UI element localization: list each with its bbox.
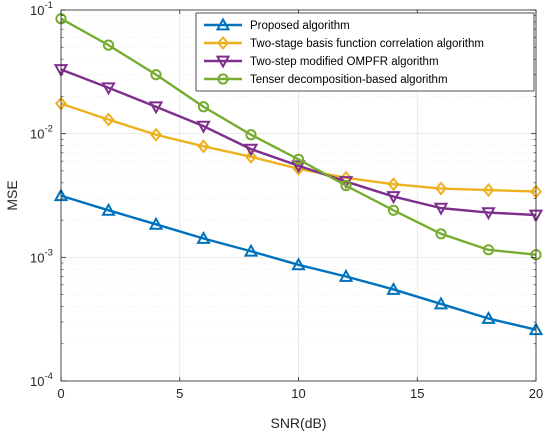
y-tick-exponent: -2 [44,124,52,135]
data-point [435,181,447,196]
legend-label: Tenser decomposition-based algorithm [250,74,448,86]
legend-label: Two-step modified OMPFR algorithm [250,56,439,68]
data-point [243,143,259,157]
x-tick-label: 0 [57,386,64,401]
legend-entry: Two-step modified OMPFR algorithm [204,55,439,69]
data-point [148,101,164,115]
series-layer [53,13,544,336]
data-point [481,310,496,324]
series-1 [53,188,544,336]
data-point [196,120,211,134]
data-point [101,202,116,216]
x-tick-label: 5 [176,386,183,401]
y-tick-label: 10-3 [30,247,53,265]
series-line [60,102,537,193]
data-point [101,82,116,96]
y-axis-label: MSE [4,180,20,210]
legend-label: Two-stage basis function correlation alg… [250,38,484,50]
y-tick-mantissa: 10 [30,3,44,18]
data-point [291,160,306,174]
legend-entry: Proposed algorithm [204,17,350,32]
x-tick-label: 15 [410,386,424,401]
y-tick-exponent: -3 [44,247,52,258]
legend-marker [215,55,231,69]
data-point [386,281,401,295]
legend-marker [215,17,231,31]
data-point [245,129,257,141]
data-point [150,69,162,81]
data-point [433,202,449,216]
data-point [148,216,164,230]
data-point [340,170,352,185]
data-point [482,183,495,198]
x-axis-label: SNR(dB) [270,415,326,431]
data-point [197,101,210,113]
data-point [386,191,401,205]
series-line [60,17,537,256]
y-tick-label: 10-4 [30,371,53,389]
data-point [338,268,354,282]
data-point [387,177,400,192]
y-tick-label: 10-1 [30,0,53,18]
data-point [291,257,306,271]
data-point [102,39,115,51]
data-point [292,153,305,165]
data-point [150,127,162,142]
data-point [340,180,352,192]
legend: Proposed algorithm Two-stage basis functi… [195,12,535,92]
series-4 [55,13,542,261]
series-line [60,68,537,217]
legend-marker [217,73,229,85]
data-point [435,228,447,240]
y-tick-label: 10-2 [30,124,53,142]
legend-marker [217,35,229,51]
data-point [196,230,211,244]
y-tick-mantissa: 10 [30,127,44,142]
y-tick-mantissa: 10 [30,374,44,389]
data-point [433,296,449,310]
legend-entry: Tenser decomposition-based algorithm [204,73,448,86]
x-tick-label: 20 [529,386,543,401]
data-point [387,204,400,216]
legend-label: Proposed algorithm [250,20,350,32]
x-tick-label: 10 [291,386,305,401]
y-tick-exponent: -4 [44,371,52,382]
data-point [243,243,259,257]
legend-box [195,12,535,92]
data-point [482,244,495,256]
y-tick-exponent: -1 [44,0,52,11]
data-point [245,149,257,164]
legend-entry: Two-stage basis function correlation alg… [204,35,484,51]
data-point [197,139,210,154]
series-line [60,194,537,331]
data-point [102,112,115,127]
data-point [481,207,496,221]
series-3 [53,64,544,223]
y-tick-mantissa: 10 [30,250,44,265]
